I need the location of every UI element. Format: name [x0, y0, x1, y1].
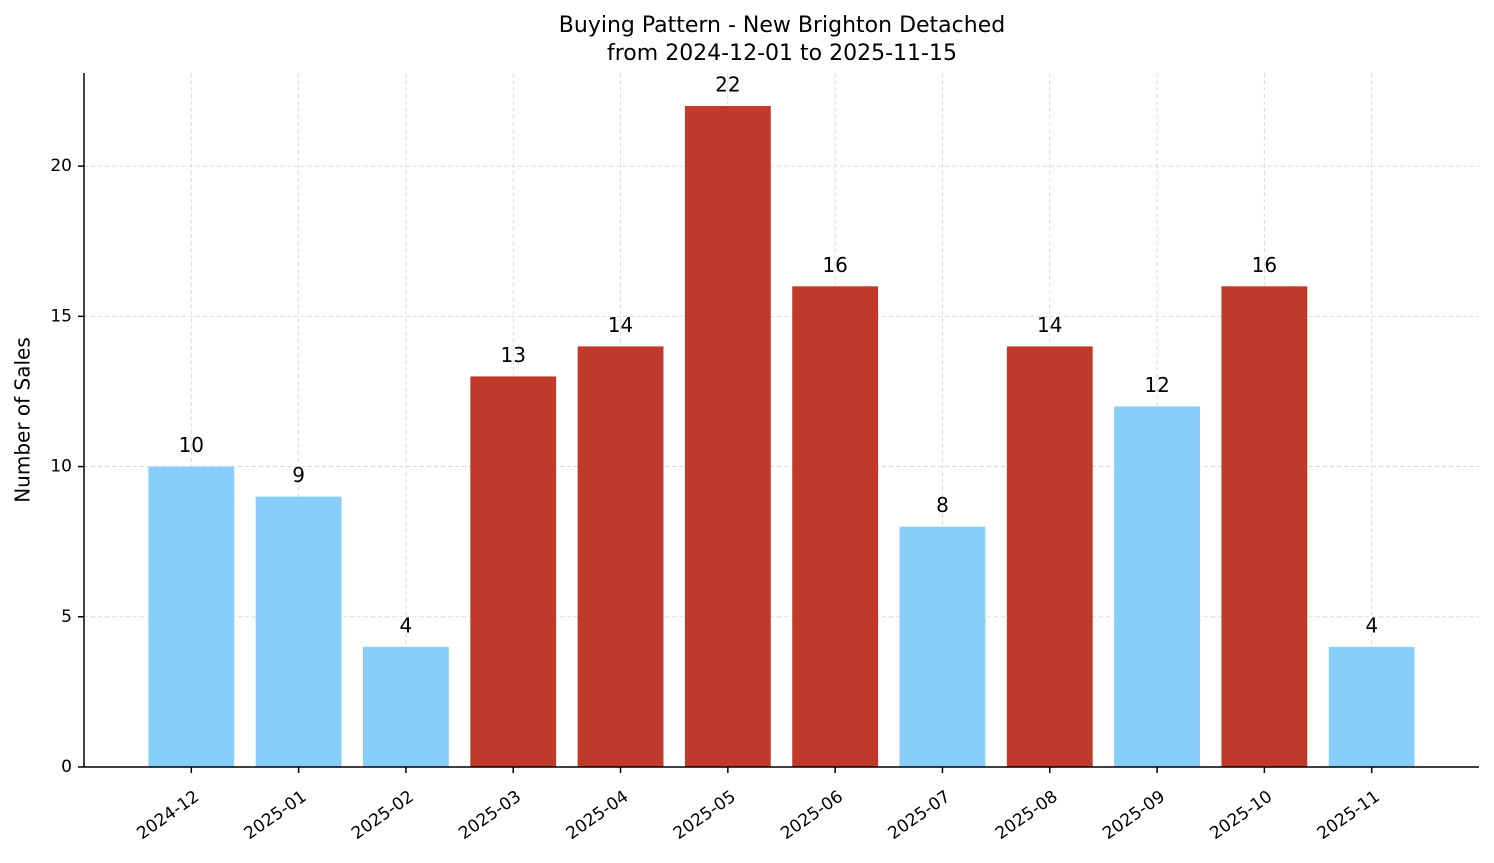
x-tick-label: 2025-03: [455, 787, 525, 844]
x-tick-label: 2025-07: [885, 787, 955, 844]
bar: [148, 466, 235, 767]
y-tick-label: 15: [50, 306, 72, 326]
x-tick-label: 2025-02: [348, 787, 418, 844]
bar: [363, 646, 449, 767]
y-tick-label: 20: [50, 156, 72, 176]
bar: [792, 286, 879, 767]
value-label: 16: [1252, 253, 1277, 277]
value-label: 9: [292, 463, 305, 487]
y-tick-label: 10: [50, 457, 72, 477]
bar: [470, 376, 557, 767]
bar: [255, 496, 342, 767]
x-tick-label: 2025-08: [992, 787, 1062, 844]
bar: [899, 526, 986, 767]
bar: [1114, 406, 1200, 767]
x-tick-label: 2025-11: [1314, 787, 1384, 844]
chart-title: Buying Pattern - New Brighton Detached: [559, 13, 1005, 38]
value-label: 4: [1365, 613, 1378, 637]
y-tick-label: 0: [61, 757, 72, 777]
bar: [1221, 286, 1308, 767]
value-label: 16: [822, 253, 847, 277]
x-tick-label: 2025-05: [670, 787, 740, 844]
bar: [684, 106, 771, 768]
value-label: 14: [1037, 313, 1062, 337]
value-label: 10: [179, 433, 204, 457]
x-tick-label: 2024-12: [133, 787, 203, 844]
x-tick-label: 2025-04: [563, 787, 633, 844]
value-label: 12: [1144, 373, 1169, 397]
value-label: 22: [715, 73, 740, 97]
value-label: 13: [501, 343, 526, 367]
y-tick-label: 5: [61, 607, 72, 627]
value-label: 14: [608, 313, 633, 337]
y-axis-label: Number of Sales: [11, 337, 35, 503]
chart-subtitle: from 2024-12-01 to 2025-11-15: [607, 41, 957, 66]
x-tick-label: 2025-09: [1099, 787, 1169, 844]
value-label: 8: [936, 493, 949, 517]
bar: [577, 346, 664, 767]
value-label: 4: [400, 613, 413, 637]
x-tick-label: 2025-01: [241, 787, 311, 844]
bar: [1328, 646, 1415, 767]
bar: [1006, 346, 1093, 767]
x-tick-label: 2025-10: [1206, 787, 1276, 844]
x-tick-label: 2025-06: [777, 787, 847, 844]
